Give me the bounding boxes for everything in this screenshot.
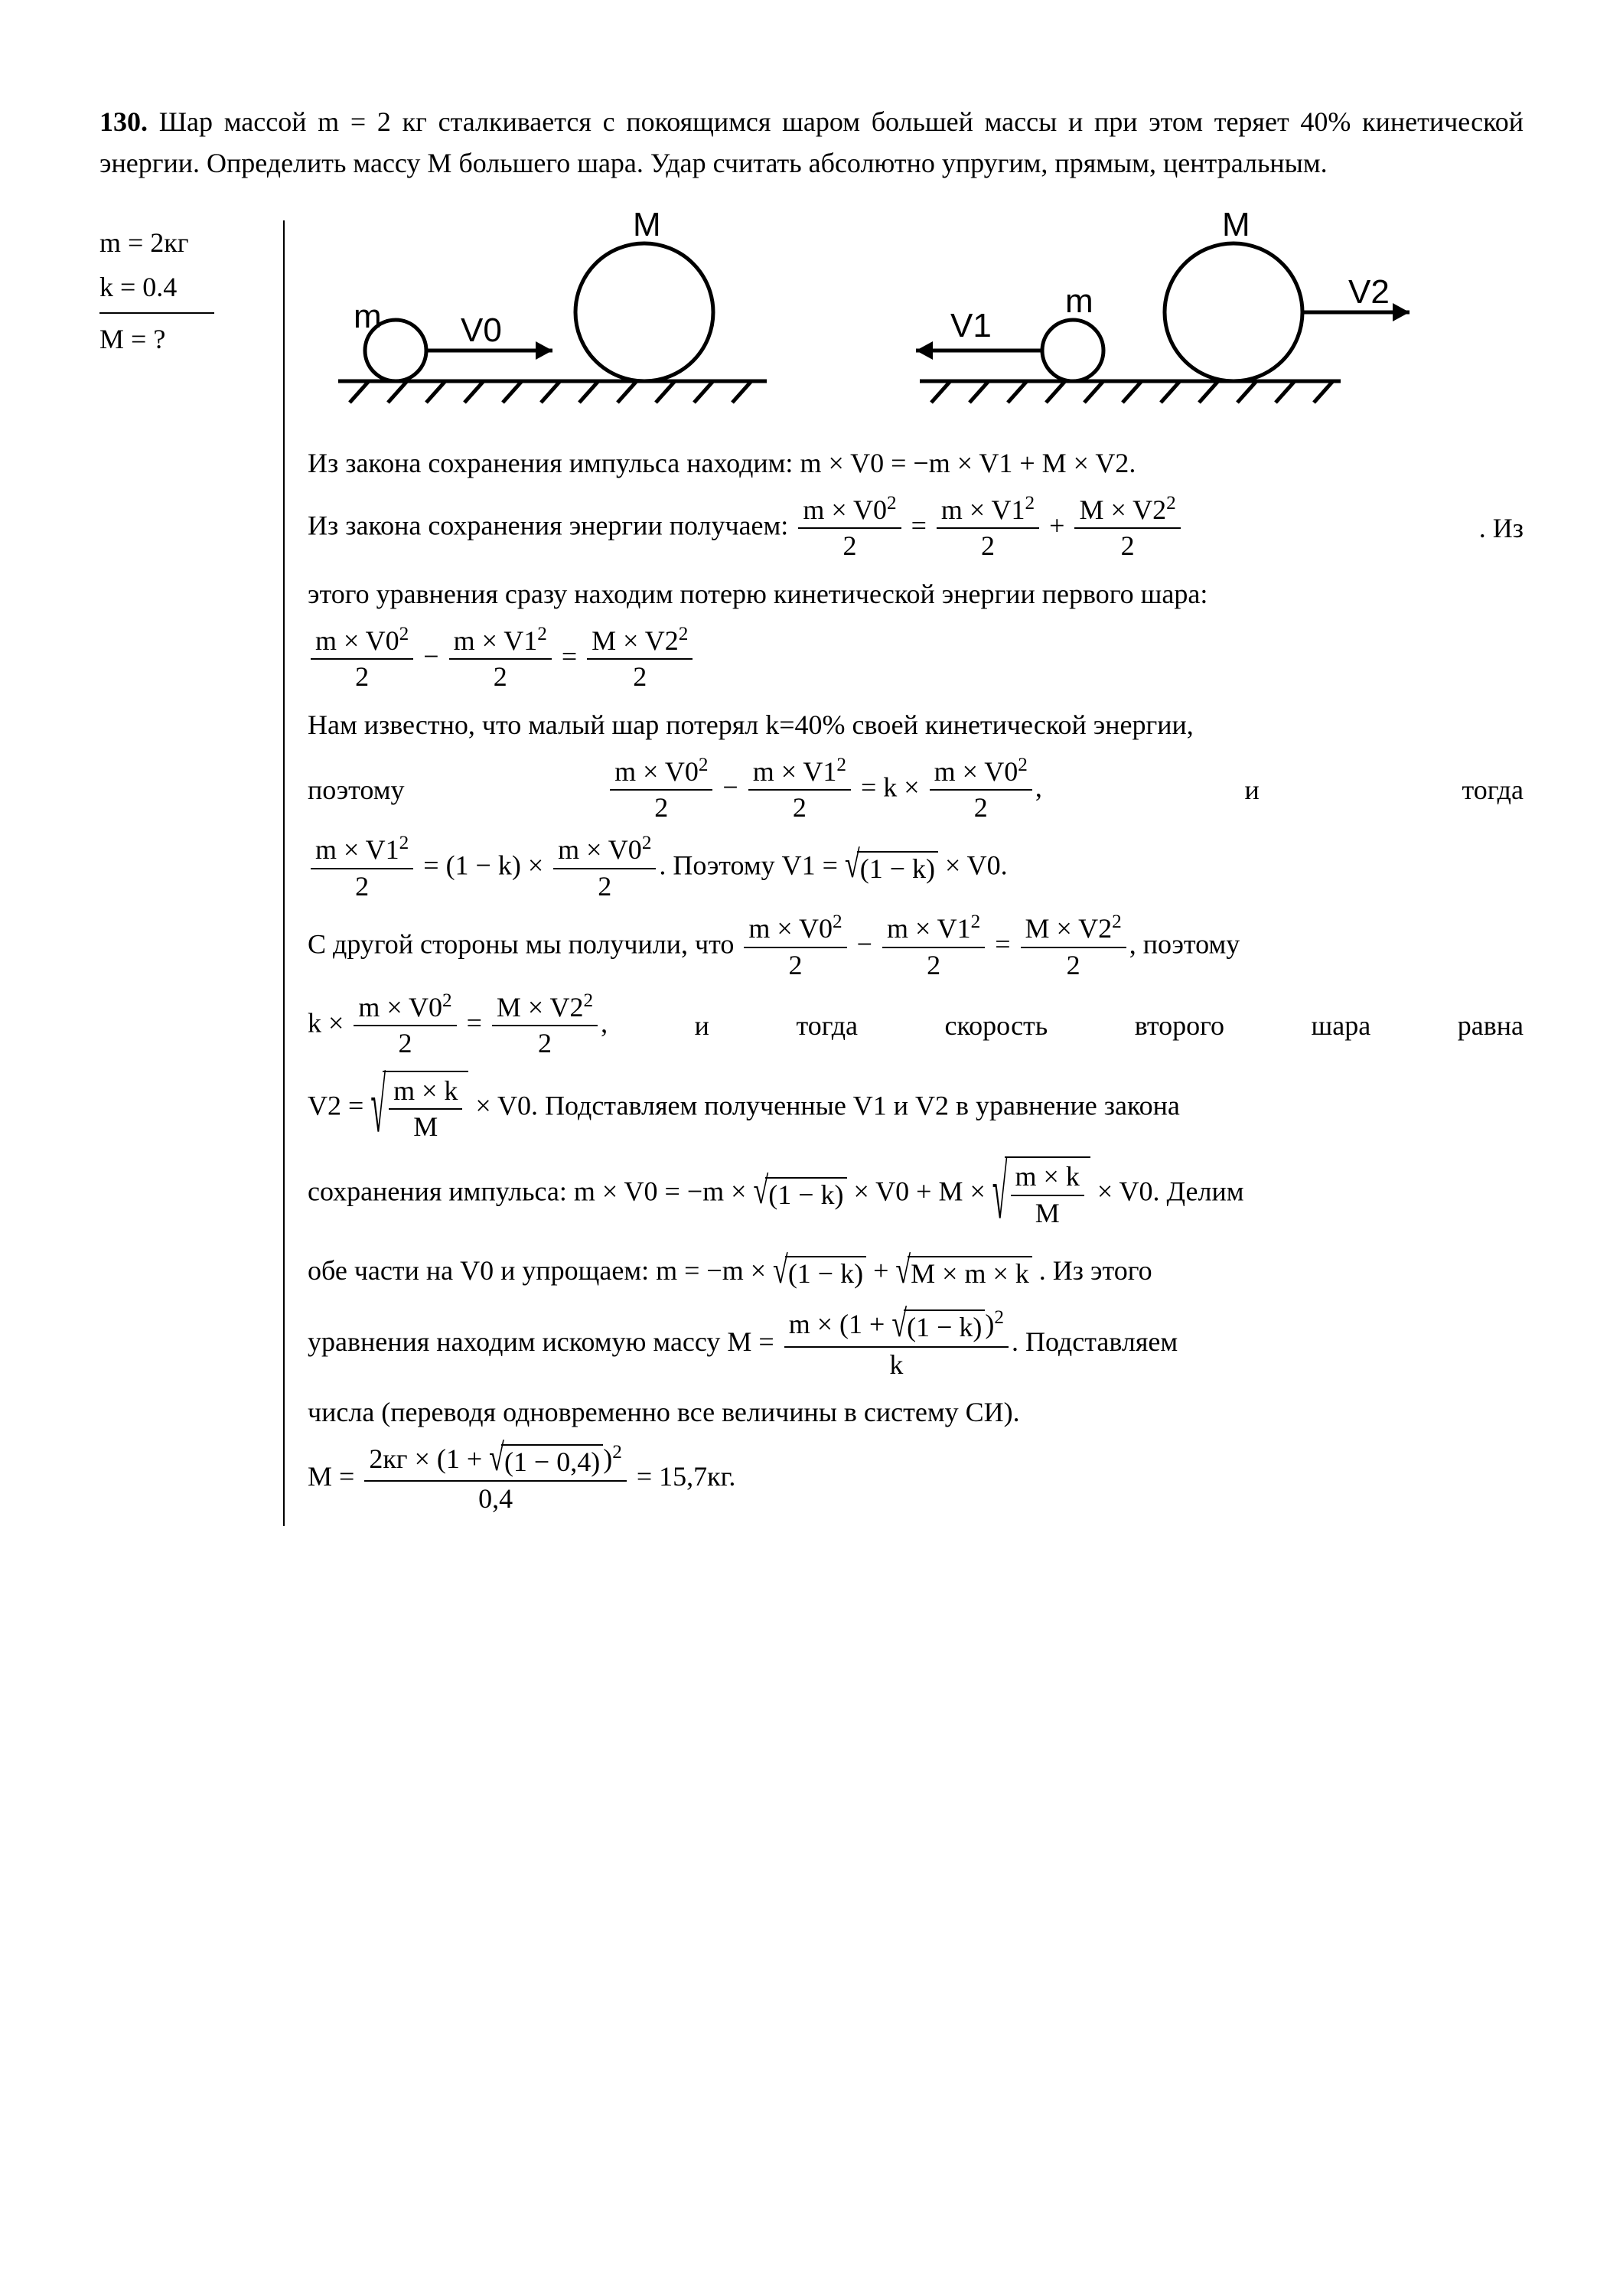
given-column: m = 2кг k = 0.4 M = ? [99,220,283,1526]
txt: тогда [796,1005,858,1046]
txt: равна [1458,1005,1524,1046]
txt: второго [1135,1005,1224,1046]
given-m: m = 2кг [99,220,268,265]
given-k: k = 0.4 [99,265,268,309]
txt: скорость [945,1005,1048,1046]
txt: . [1129,448,1136,478]
eq-simplify: обе части на V0 и упрощаем: m = −m × √(1… [308,1243,1524,1298]
txt: Из закона сохранения импульса находим: [308,448,800,478]
svg-text:m: m [354,298,382,335]
eq-numeric: M = 2кг × (1 + √(1 − 0,4))20,4 = 15,7кг. [308,1443,1524,1515]
given-find: M = ? [99,317,268,361]
problem-text: Шар массой m = 2 кг сталкивается с покоя… [99,106,1524,178]
txt: С другой стороны мы получили, что [308,929,741,960]
solution-column: m V0 M [283,220,1524,1526]
solution-line-energy: Из закона сохранения энергии получаем: m… [308,494,1524,563]
eq-v2: V2 = √m × kM × V0. Подставляем полученны… [308,1071,1524,1146]
eq-energy-loss: m × V022 − m × V122 = M × V222 [308,625,1524,693]
eq-other-hand: С другой стороны мы получили, что m × V0… [308,913,1524,981]
txt: поэтому [308,769,405,810]
svg-text:M: M [633,213,661,243]
svg-text:V0: V0 [461,311,502,349]
diagram-row: m V0 M [308,213,1524,412]
txt: числа (переводя одновременно все величин… [308,1391,1524,1433]
physics-problem-page: 130. Шар массой m = 2 кг сталкивается с … [0,0,1623,2296]
txt: Из закона сохранения энергии получаем: [308,510,795,541]
solution-grid: m = 2кг k = 0.4 M = ? [99,220,1524,1526]
svg-text:m: m [1065,282,1093,320]
problem-statement: 130. Шар массой m = 2 кг сталкивается с … [99,101,1524,184]
eq-k-loss: поэтому m × V022 − m × V122 = k × m × V0… [308,756,1524,824]
svg-text:M: M [1222,213,1250,243]
diagram-before: m V0 M [308,213,797,412]
txt: Нам известно, что малый шар потерял k=40… [308,704,1524,745]
txt: тогда [1462,769,1524,810]
eq-subst-momentum: сохранения импульса: m × V0 = −m × √(1 −… [308,1156,1524,1232]
eq-v2-intro: k × m × V022 = M × V222, и тогда скорост… [308,992,1524,1060]
txt: этого уравнения сразу находим потерю кин… [308,573,1524,615]
solution-line-momentum: Из закона сохранения импульса находим: m… [308,442,1524,484]
txt: . Из [1479,507,1524,549]
frac: m × V122 [937,494,1039,563]
frac: M × V222 [1074,494,1180,563]
svg-text:V1: V1 [950,307,992,344]
txt: и [1245,769,1260,810]
svg-text:V2: V2 [1348,273,1390,311]
txt: и [695,1005,709,1046]
problem-number: 130. [99,106,148,137]
eq-mass-formula: уравнения находим искомую массу M = m × … [308,1309,1524,1381]
frac: m × V022 [798,494,901,563]
eq-momentum: m × V0 = −m × V1 + M × V2 [800,448,1129,478]
given-separator [99,312,214,314]
txt: шара [1312,1005,1371,1046]
diagram-after: V1 m M V2 [874,213,1425,412]
eq-v1: m × V122 = (1 − k) × m × V022. Поэтому V… [308,834,1524,902]
